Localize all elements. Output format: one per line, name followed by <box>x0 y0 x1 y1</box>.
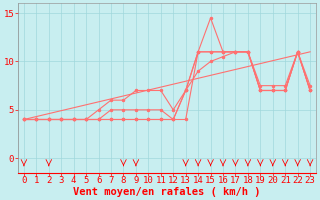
X-axis label: Vent moyen/en rafales ( km/h ): Vent moyen/en rafales ( km/h ) <box>73 187 261 197</box>
